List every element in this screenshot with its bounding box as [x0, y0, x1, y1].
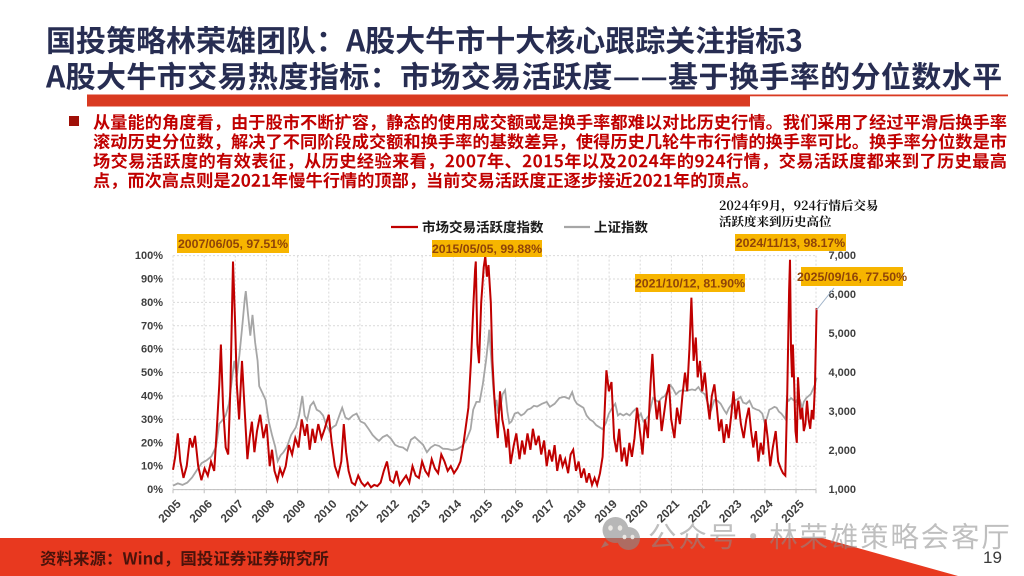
svg-text:60%: 60%	[141, 344, 163, 356]
svg-text:50%: 50%	[141, 367, 163, 379]
svg-text:19: 19	[983, 548, 1002, 567]
svg-text:90%: 90%	[141, 274, 163, 286]
svg-text:2024/11/13, 98.17%: 2024/11/13, 98.17%	[736, 236, 845, 250]
svg-text:80%: 80%	[141, 297, 163, 309]
svg-text:7,000: 7,000	[828, 250, 856, 262]
svg-text:2007/06/05, 97.51%: 2007/06/05, 97.51%	[178, 237, 288, 251]
svg-text:70%: 70%	[141, 320, 163, 332]
svg-text:20%: 20%	[141, 437, 163, 449]
svg-text:3,000: 3,000	[828, 406, 856, 418]
svg-text:10%: 10%	[141, 461, 163, 473]
svg-text:2015/05/05, 99.88%: 2015/05/05, 99.88%	[432, 242, 542, 256]
svg-text:0%: 0%	[147, 484, 163, 496]
svg-text:4,000: 4,000	[828, 367, 856, 379]
svg-text:40%: 40%	[141, 391, 163, 403]
svg-text:30%: 30%	[141, 414, 163, 426]
svg-text:2,000: 2,000	[828, 445, 856, 457]
svg-text:1,000: 1,000	[828, 484, 856, 496]
svg-text:2021/10/12, 81.90%: 2021/10/12, 81.90%	[635, 276, 745, 290]
svg-text:6,000: 6,000	[828, 289, 856, 301]
svg-text:100%: 100%	[135, 250, 163, 262]
svg-text:5,000: 5,000	[828, 328, 856, 340]
svg-text:2025/09/16, 77.50%: 2025/09/16, 77.50%	[797, 270, 907, 284]
